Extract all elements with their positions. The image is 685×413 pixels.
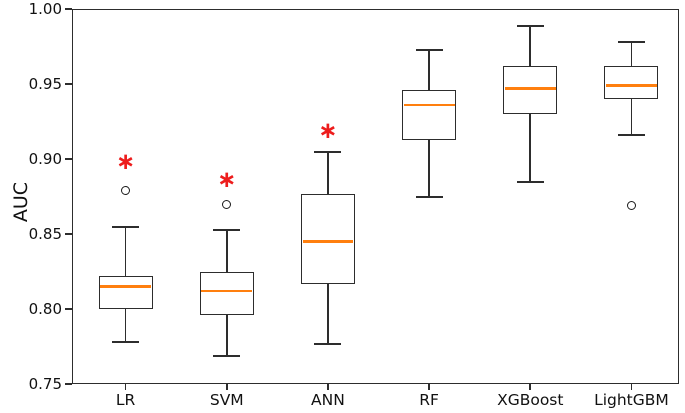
iqr-box-lr: [98, 276, 153, 309]
outlier-marker: [222, 199, 232, 209]
upper-whisker: [630, 42, 633, 66]
outlier-marker: [626, 201, 636, 210]
lower-whisker: [124, 309, 127, 342]
whisker-cap-top: [516, 24, 544, 27]
whisker-cap-top: [415, 48, 443, 51]
x-tick-mark: [428, 384, 430, 390]
plot-area: [72, 9, 679, 384]
whisker-cap-bottom: [213, 354, 241, 357]
upper-whisker: [327, 151, 329, 194]
y-tick-mark: [65, 158, 72, 160]
y-tick-label: 0.75: [28, 375, 62, 393]
median-line: [606, 84, 657, 87]
x-tick-mark: [327, 384, 329, 390]
whisker-cap-top: [213, 228, 241, 231]
iqr-box-rf: [402, 90, 457, 140]
y-tick-mark: [65, 383, 72, 385]
iqr-box-xgboost: [503, 66, 558, 114]
y-tick-label: 0.85: [28, 225, 62, 243]
iqr-box-lightgbm: [604, 66, 659, 99]
upper-whisker: [428, 49, 430, 90]
whisker-cap-top: [617, 41, 645, 43]
outlier-marker: [121, 186, 131, 195]
y-tick-mark: [65, 8, 72, 10]
x-tick-label-lightgbm: LightGBM: [594, 391, 669, 409]
upper-whisker: [225, 229, 228, 272]
median-line: [504, 87, 556, 90]
median-line: [403, 103, 455, 107]
significance-asterisk: ∗: [217, 167, 237, 193]
y-tick-label: 0.80: [28, 300, 62, 318]
significance-asterisk: ∗: [318, 117, 338, 144]
whisker-cap-bottom: [314, 342, 342, 345]
lower-whisker: [327, 283, 329, 344]
y-tick-mark: [65, 83, 72, 85]
x-tick-label-xgboost: XGBoost: [497, 391, 564, 409]
whisker-cap-bottom: [617, 134, 645, 136]
x-tick-mark: [225, 384, 228, 390]
x-tick-label-svm: SVM: [209, 391, 244, 409]
lower-whisker: [225, 315, 228, 356]
iqr-box-ann: [300, 193, 355, 284]
y-tick-label: 0.90: [28, 150, 62, 168]
significance-asterisk: ∗: [115, 149, 136, 175]
lower-whisker: [529, 114, 532, 182]
x-tick-label-ann: ANN: [311, 391, 345, 409]
x-tick-label-lr: LR: [115, 391, 136, 409]
x-tick-label-rf: RF: [419, 391, 439, 409]
y-tick-label: 0.95: [28, 75, 62, 93]
whisker-cap-bottom: [516, 180, 544, 183]
median-line: [302, 240, 354, 243]
y-axis-label: AUC: [10, 181, 32, 223]
whisker-cap-top: [112, 225, 140, 228]
whisker-cap-bottom: [415, 195, 443, 198]
median-line: [201, 289, 253, 293]
x-tick-mark: [124, 384, 127, 390]
lower-whisker: [630, 99, 633, 135]
y-tick-mark: [65, 308, 72, 310]
x-tick-mark: [630, 384, 633, 390]
y-tick-label: 1.00: [28, 0, 62, 18]
upper-whisker: [124, 226, 127, 276]
x-tick-mark: [529, 384, 532, 390]
upper-whisker: [529, 25, 532, 66]
whisker-cap-top: [314, 150, 342, 153]
y-tick-mark: [65, 233, 72, 235]
whisker-cap-bottom: [112, 341, 140, 343]
lower-whisker: [428, 139, 430, 197]
median-line: [100, 285, 151, 288]
iqr-box-svm: [199, 271, 254, 315]
